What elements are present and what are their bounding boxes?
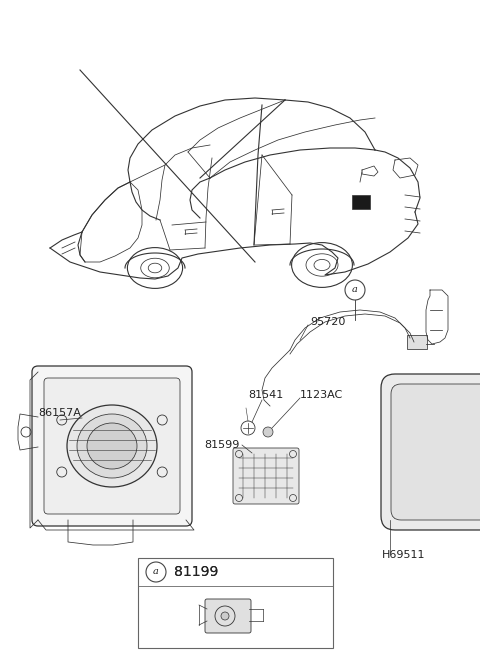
Text: 81199: 81199 bbox=[174, 565, 218, 579]
Text: 81199: 81199 bbox=[174, 565, 218, 579]
Text: 81599: 81599 bbox=[204, 440, 240, 450]
FancyBboxPatch shape bbox=[391, 384, 480, 520]
Text: 95720: 95720 bbox=[310, 317, 346, 327]
Ellipse shape bbox=[77, 414, 147, 478]
FancyBboxPatch shape bbox=[205, 599, 251, 633]
Circle shape bbox=[146, 562, 166, 582]
FancyBboxPatch shape bbox=[381, 374, 480, 530]
Circle shape bbox=[263, 427, 273, 437]
Text: a: a bbox=[153, 567, 159, 576]
Text: 1123AC: 1123AC bbox=[300, 390, 343, 400]
Ellipse shape bbox=[67, 405, 157, 487]
Text: H69511: H69511 bbox=[382, 550, 425, 560]
Text: 86157A: 86157A bbox=[38, 408, 81, 418]
FancyBboxPatch shape bbox=[32, 366, 192, 526]
FancyBboxPatch shape bbox=[407, 335, 427, 349]
Circle shape bbox=[221, 612, 229, 620]
Text: a: a bbox=[352, 286, 358, 295]
Bar bbox=[138, 558, 333, 648]
Circle shape bbox=[345, 280, 365, 300]
Ellipse shape bbox=[87, 423, 137, 469]
Bar bbox=[352, 195, 370, 209]
FancyBboxPatch shape bbox=[233, 448, 299, 504]
Text: 81541: 81541 bbox=[248, 390, 283, 400]
FancyBboxPatch shape bbox=[44, 378, 180, 514]
